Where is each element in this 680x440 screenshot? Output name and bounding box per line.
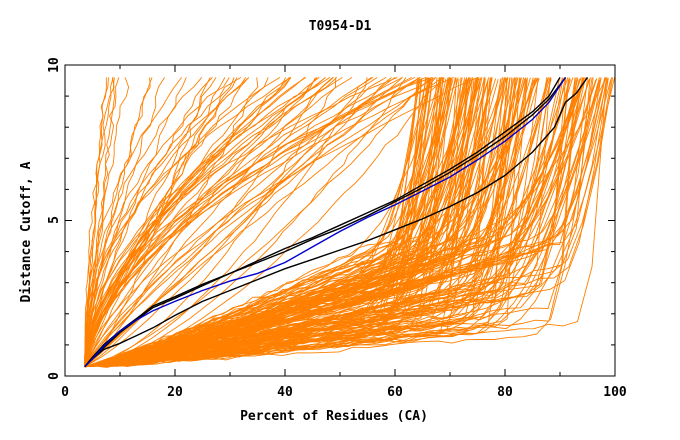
x-tick-label: 60 [387, 385, 403, 400]
y-tick-label: 10 [47, 57, 62, 73]
model-curve [84, 77, 259, 368]
model-curve [84, 77, 607, 368]
orange-curve-bundle [84, 76, 616, 368]
model-curve [84, 78, 467, 368]
model-curve [84, 77, 442, 368]
model-curve [84, 77, 217, 367]
model-curve [84, 77, 407, 368]
model-curve [84, 76, 478, 367]
model-curve [84, 77, 368, 368]
model-curve [84, 77, 337, 368]
model-curve [84, 79, 466, 368]
y-tick-labels: 0 5 10 [47, 57, 62, 380]
model-curve [84, 77, 502, 368]
model-curve [84, 77, 242, 367]
axis-ticks [64, 64, 616, 377]
model-curve [84, 77, 182, 367]
y-axis-label: Distance Cutoff, A [19, 161, 34, 302]
model-curve [84, 77, 287, 367]
blue-highlight-curve [84, 77, 567, 368]
model-curve [84, 76, 433, 367]
model-curve [84, 78, 517, 368]
y-tick-label: 0 [47, 372, 62, 380]
model-curve [84, 78, 423, 368]
model-curve [84, 77, 213, 367]
y-tick-label: 5 [47, 216, 62, 224]
model-curve [84, 77, 594, 368]
highlighted-curves [84, 76, 589, 368]
x-tick-label: 80 [497, 385, 513, 400]
model-curve [84, 76, 455, 367]
model-curve [84, 77, 334, 367]
model-curve [84, 77, 316, 367]
model-curve [84, 77, 211, 368]
model-curve [84, 77, 563, 368]
model-curve [84, 78, 421, 368]
model-curve [84, 77, 445, 368]
model-curve [84, 77, 109, 367]
x-tick-label: 40 [277, 385, 293, 400]
model-curve [84, 77, 450, 368]
x-tick-labels: 0 20 40 60 80 100 [61, 385, 627, 400]
model-curve [84, 77, 320, 367]
model-curve [84, 77, 290, 367]
model-curve [84, 77, 120, 367]
model-curve [84, 77, 326, 367]
x-tick-label: 0 [61, 385, 69, 400]
model-curve [84, 77, 420, 368]
model-curve [84, 78, 609, 368]
model-curve [84, 77, 490, 368]
model-curve [84, 77, 600, 368]
model-curve [84, 77, 552, 368]
x-tick-label: 20 [167, 385, 183, 400]
model-curve [84, 79, 612, 368]
x-tick-label: 100 [603, 385, 627, 400]
model-curve [84, 77, 483, 368]
model-curve [84, 77, 449, 368]
model-curve [84, 76, 398, 367]
model-curve [84, 77, 412, 367]
model-curve [84, 79, 454, 368]
chart-title: T0954-D1 [309, 19, 372, 34]
x-axis-label: Percent of Residues (CA) [240, 409, 428, 424]
model-curve [84, 77, 452, 368]
model-curve [84, 77, 507, 368]
model-curve [84, 77, 432, 368]
model-curve [84, 77, 230, 367]
black-highlight-curve [84, 76, 589, 368]
